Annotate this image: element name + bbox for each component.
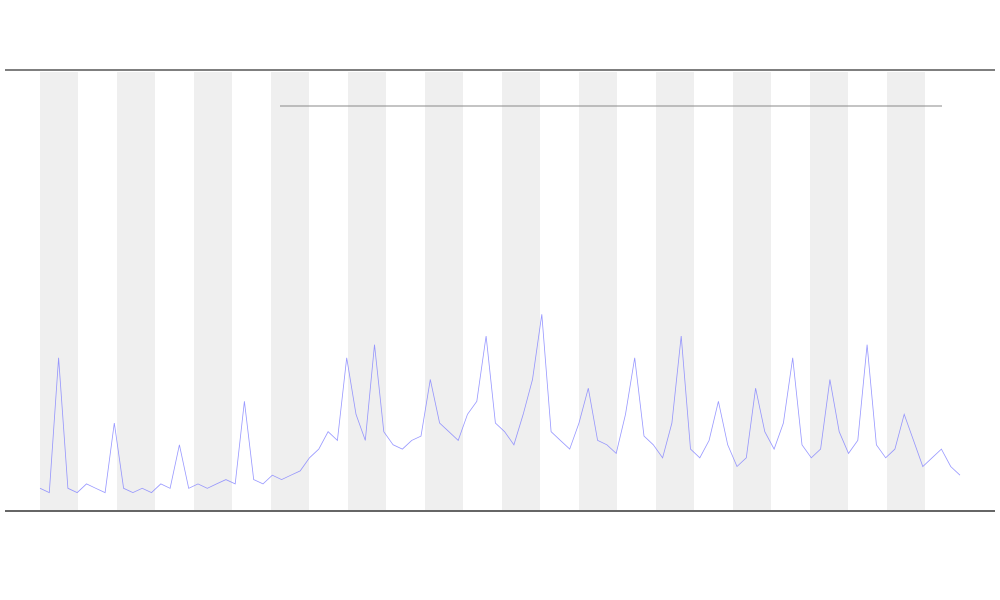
shaded-band bbox=[733, 72, 771, 510]
shaded-band bbox=[810, 72, 848, 510]
shaded-band bbox=[425, 72, 463, 510]
shaded-band bbox=[502, 72, 540, 510]
shaded-bands bbox=[40, 72, 925, 510]
shaded-band bbox=[887, 72, 925, 510]
shaded-band bbox=[348, 72, 386, 510]
shaded-band bbox=[656, 72, 694, 510]
shaded-band bbox=[271, 72, 309, 510]
shaded-band bbox=[117, 72, 155, 510]
series-line bbox=[39, 314, 961, 494]
shaded-band bbox=[40, 72, 78, 510]
shaded-band bbox=[194, 72, 232, 510]
shaded-band bbox=[579, 72, 617, 510]
